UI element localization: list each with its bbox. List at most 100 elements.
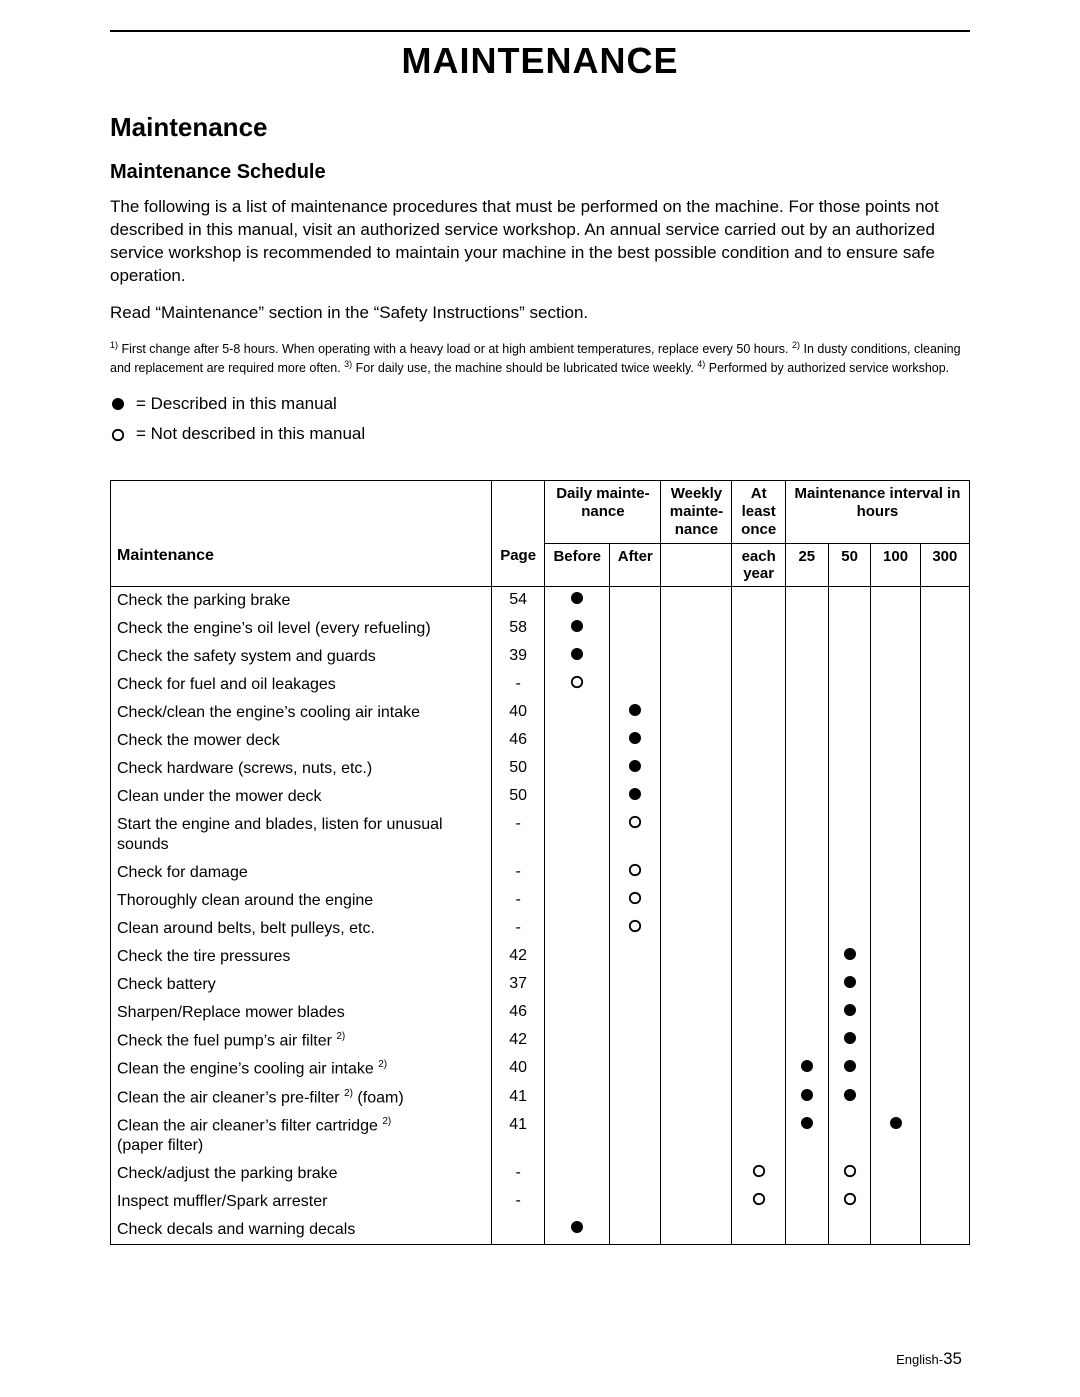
mark-cell-before bbox=[545, 783, 610, 811]
table-row: Clean the air cleaner’s pre-filter 2) (f… bbox=[111, 1084, 970, 1112]
read-note: Read “Maintenance” section in the “Safet… bbox=[110, 302, 970, 325]
page-cell: 46 bbox=[491, 999, 544, 1027]
mark-cell-h100 bbox=[871, 615, 920, 643]
legend-open-text: = Not described in this manual bbox=[136, 419, 365, 450]
mark-cell-weekly bbox=[661, 615, 732, 643]
mark-cell-h300 bbox=[920, 887, 969, 915]
table-row: Check/adjust the parking brake- bbox=[111, 1160, 970, 1188]
task-cell: Start the engine and blades, listen for … bbox=[111, 811, 492, 859]
mark-cell-h300 bbox=[920, 1055, 969, 1083]
mark-cell-h50 bbox=[828, 1112, 871, 1160]
table-row: Check the engine’s oil level (every refu… bbox=[111, 615, 970, 643]
page-cell: - bbox=[491, 811, 544, 859]
mark-cell-before bbox=[545, 1216, 610, 1245]
mark-cell-year bbox=[732, 1188, 785, 1216]
mark-cell-h100 bbox=[871, 1112, 920, 1160]
mark-cell-weekly bbox=[661, 671, 732, 699]
mark-cell-after bbox=[610, 915, 661, 943]
mark-cell-year bbox=[732, 755, 785, 783]
mark-cell-before bbox=[545, 915, 610, 943]
mark-cell-h50 bbox=[828, 755, 871, 783]
page-cell: 39 bbox=[491, 643, 544, 671]
mark-cell-after bbox=[610, 1084, 661, 1112]
task-cell: Check the mower deck bbox=[111, 727, 492, 755]
footnote-text-1: First change after 5-8 hours. When opera… bbox=[118, 342, 792, 356]
mark-cell-before bbox=[545, 859, 610, 887]
mark-cell-h300 bbox=[920, 1027, 969, 1055]
mark-cell-before bbox=[545, 1084, 610, 1112]
th-daily: Daily mainte-nance bbox=[545, 480, 661, 543]
mark-cell-h25 bbox=[785, 1188, 828, 1216]
table-row: Check decals and warning decals bbox=[111, 1216, 970, 1245]
mark-cell-h100 bbox=[871, 811, 920, 859]
th-weekly-blank bbox=[661, 543, 732, 586]
th-25: 25 bbox=[785, 543, 828, 586]
page-cell: - bbox=[491, 887, 544, 915]
table-row: Inspect muffler/Spark arrester- bbox=[111, 1188, 970, 1216]
mark-cell-h25 bbox=[785, 1084, 828, 1112]
mark-cell-h100 bbox=[871, 1027, 920, 1055]
table-row: Check hardware (screws, nuts, etc.)50 bbox=[111, 755, 970, 783]
mark-cell-before bbox=[545, 671, 610, 699]
mark-cell-h300 bbox=[920, 943, 969, 971]
mark-cell-h100 bbox=[871, 1160, 920, 1188]
th-blank-1 bbox=[111, 480, 492, 543]
mark-cell-weekly bbox=[661, 999, 732, 1027]
mark-cell-before bbox=[545, 887, 610, 915]
page-cell: - bbox=[491, 915, 544, 943]
mark-cell-before bbox=[545, 971, 610, 999]
page: MAINTENANCE Maintenance Maintenance Sche… bbox=[0, 0, 1080, 1397]
legend: = Described in this manual = Not describ… bbox=[110, 389, 970, 450]
task-cell: Inspect muffler/Spark arrester bbox=[111, 1188, 492, 1216]
mark-cell-after bbox=[610, 1027, 661, 1055]
page-title: MAINTENANCE bbox=[110, 40, 970, 82]
mark-cell-h300 bbox=[920, 783, 969, 811]
mark-cell-h100 bbox=[871, 1055, 920, 1083]
mark-cell-h25 bbox=[785, 1216, 828, 1245]
table-head: Daily mainte-nance Weekly mainte-nance A… bbox=[111, 480, 970, 586]
table-row: Check/clean the engine’s cooling air int… bbox=[111, 699, 970, 727]
th-before: Before bbox=[545, 543, 610, 586]
mark-cell-h25 bbox=[785, 1055, 828, 1083]
page-cell: - bbox=[491, 859, 544, 887]
mark-cell-before bbox=[545, 1112, 610, 1160]
table-row: Check the tire pressures42 bbox=[111, 943, 970, 971]
mark-cell-before bbox=[545, 586, 610, 615]
mark-cell-year bbox=[732, 1027, 785, 1055]
mark-cell-after bbox=[610, 699, 661, 727]
table-body: Check the parking brake54Check the engin… bbox=[111, 586, 970, 1244]
footnote-text-3: For daily use, the machine should be lub… bbox=[352, 361, 697, 375]
table-row: Check the safety system and guards39 bbox=[111, 643, 970, 671]
table-row: Thoroughly clean around the engine- bbox=[111, 887, 970, 915]
mark-cell-h50 bbox=[828, 811, 871, 859]
mark-cell-h50 bbox=[828, 1216, 871, 1245]
mark-cell-h25 bbox=[785, 727, 828, 755]
mark-cell-year bbox=[732, 943, 785, 971]
table-row: Start the engine and blades, listen for … bbox=[111, 811, 970, 859]
mark-cell-h300 bbox=[920, 859, 969, 887]
page-cell: 54 bbox=[491, 586, 544, 615]
mark-cell-h50 bbox=[828, 671, 871, 699]
mark-cell-h50 bbox=[828, 727, 871, 755]
mark-cell-h50 bbox=[828, 586, 871, 615]
mark-cell-weekly bbox=[661, 1027, 732, 1055]
mark-cell-h50 bbox=[828, 971, 871, 999]
footnote-text-4: Performed by authorized service workshop… bbox=[705, 361, 949, 375]
table-row: Sharpen/Replace mower blades46 bbox=[111, 999, 970, 1027]
page-cell: 58 bbox=[491, 615, 544, 643]
mark-cell-h100 bbox=[871, 755, 920, 783]
task-cell: Check battery bbox=[111, 971, 492, 999]
filled-circle-icon bbox=[110, 397, 126, 411]
mark-cell-weekly bbox=[661, 1055, 732, 1083]
mark-cell-weekly bbox=[661, 727, 732, 755]
th-page: Page bbox=[491, 543, 544, 586]
table-row: Check battery37 bbox=[111, 971, 970, 999]
mark-cell-weekly bbox=[661, 1112, 732, 1160]
mark-cell-after bbox=[610, 943, 661, 971]
section-heading: Maintenance bbox=[110, 112, 970, 143]
mark-cell-h100 bbox=[871, 859, 920, 887]
task-cell: Check hardware (screws, nuts, etc.) bbox=[111, 755, 492, 783]
mark-cell-h25 bbox=[785, 1027, 828, 1055]
mark-cell-h50 bbox=[828, 887, 871, 915]
mark-cell-weekly bbox=[661, 887, 732, 915]
